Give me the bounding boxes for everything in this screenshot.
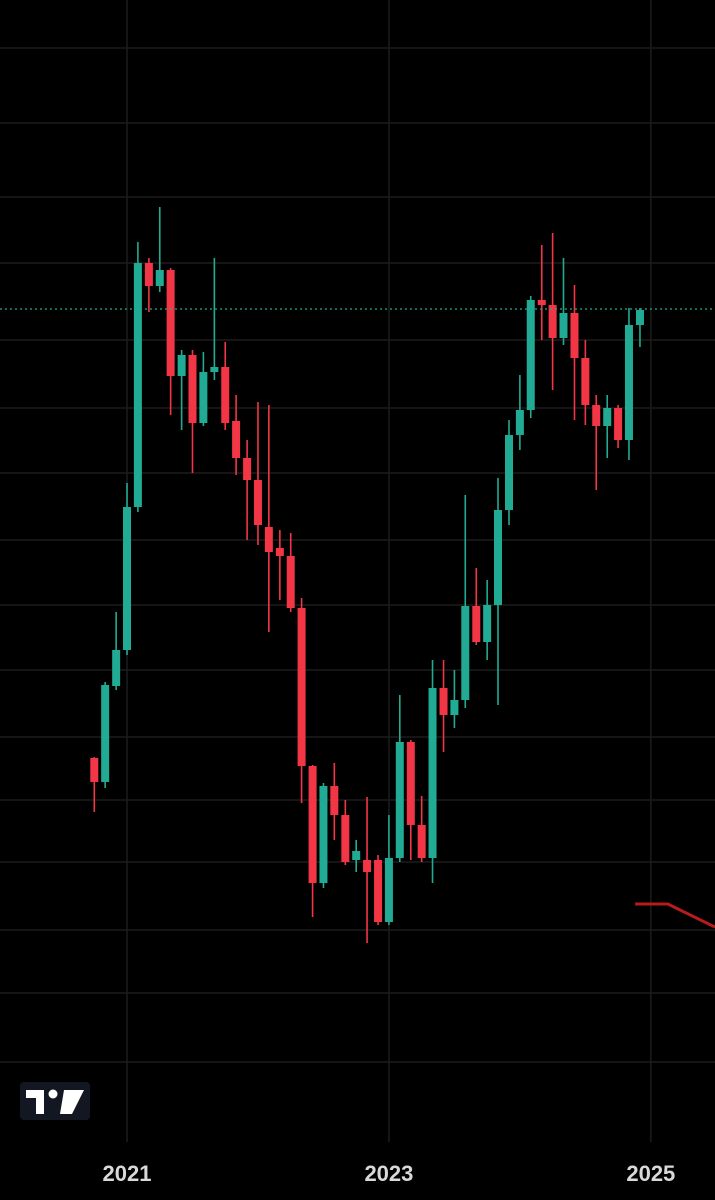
candle-body <box>308 766 317 883</box>
candle-body <box>515 410 524 435</box>
candle-body <box>450 700 459 715</box>
candle-body <box>330 786 339 815</box>
indicator-line <box>635 902 715 929</box>
candle-body <box>319 786 328 883</box>
candle-body <box>603 408 612 426</box>
candle-body <box>384 858 393 922</box>
candle-body <box>253 480 262 525</box>
candle-body <box>133 263 142 507</box>
candle-body <box>428 688 437 858</box>
logo-v <box>60 1090 84 1114</box>
candle-body <box>341 815 350 862</box>
candle-body <box>90 758 99 782</box>
candle-body <box>395 742 404 858</box>
candle-body <box>592 405 601 426</box>
candle-body <box>123 507 132 650</box>
candle-body <box>417 825 426 858</box>
candle-body <box>363 860 372 872</box>
candle-body <box>505 435 514 510</box>
candle-body <box>483 605 492 642</box>
candle-body <box>548 305 557 338</box>
logo-dot <box>48 1089 58 1099</box>
candle-body <box>581 358 590 405</box>
candle-body <box>177 355 186 376</box>
candle-body <box>264 527 273 552</box>
candle-body <box>232 421 241 458</box>
candle-body <box>537 300 546 305</box>
candle-body <box>635 310 644 325</box>
candle-body <box>101 685 110 782</box>
candle-body <box>144 263 153 286</box>
marks <box>0 207 715 943</box>
candle-body <box>243 458 252 480</box>
candle-body <box>352 851 361 860</box>
candle-body <box>188 355 197 423</box>
logo <box>20 1082 90 1120</box>
candle-body <box>624 325 633 440</box>
candle-body <box>221 367 230 423</box>
x-tick-label: 2023 <box>364 1161 413 1186</box>
candle-body <box>210 367 219 372</box>
candle-body <box>297 608 306 766</box>
candle-body <box>166 270 175 376</box>
logo-bg <box>20 1082 90 1120</box>
candle-body <box>155 270 164 286</box>
candle-body <box>494 510 503 605</box>
logo-t <box>26 1090 44 1114</box>
candle-body <box>472 606 481 642</box>
candle-body <box>374 860 383 922</box>
candle-body <box>526 300 535 410</box>
candle-body <box>199 372 208 423</box>
candle-body <box>439 688 448 715</box>
candle-body <box>614 408 623 440</box>
x-tick-label: 2021 <box>103 1161 152 1186</box>
candle-body <box>559 313 568 338</box>
candle-body <box>286 556 295 608</box>
candle-body <box>112 650 121 686</box>
x-tick-label: 2025 <box>626 1161 675 1186</box>
candle-body <box>275 548 284 556</box>
candle-body <box>461 606 470 700</box>
candle-body <box>570 313 579 358</box>
candle-body <box>406 742 415 825</box>
